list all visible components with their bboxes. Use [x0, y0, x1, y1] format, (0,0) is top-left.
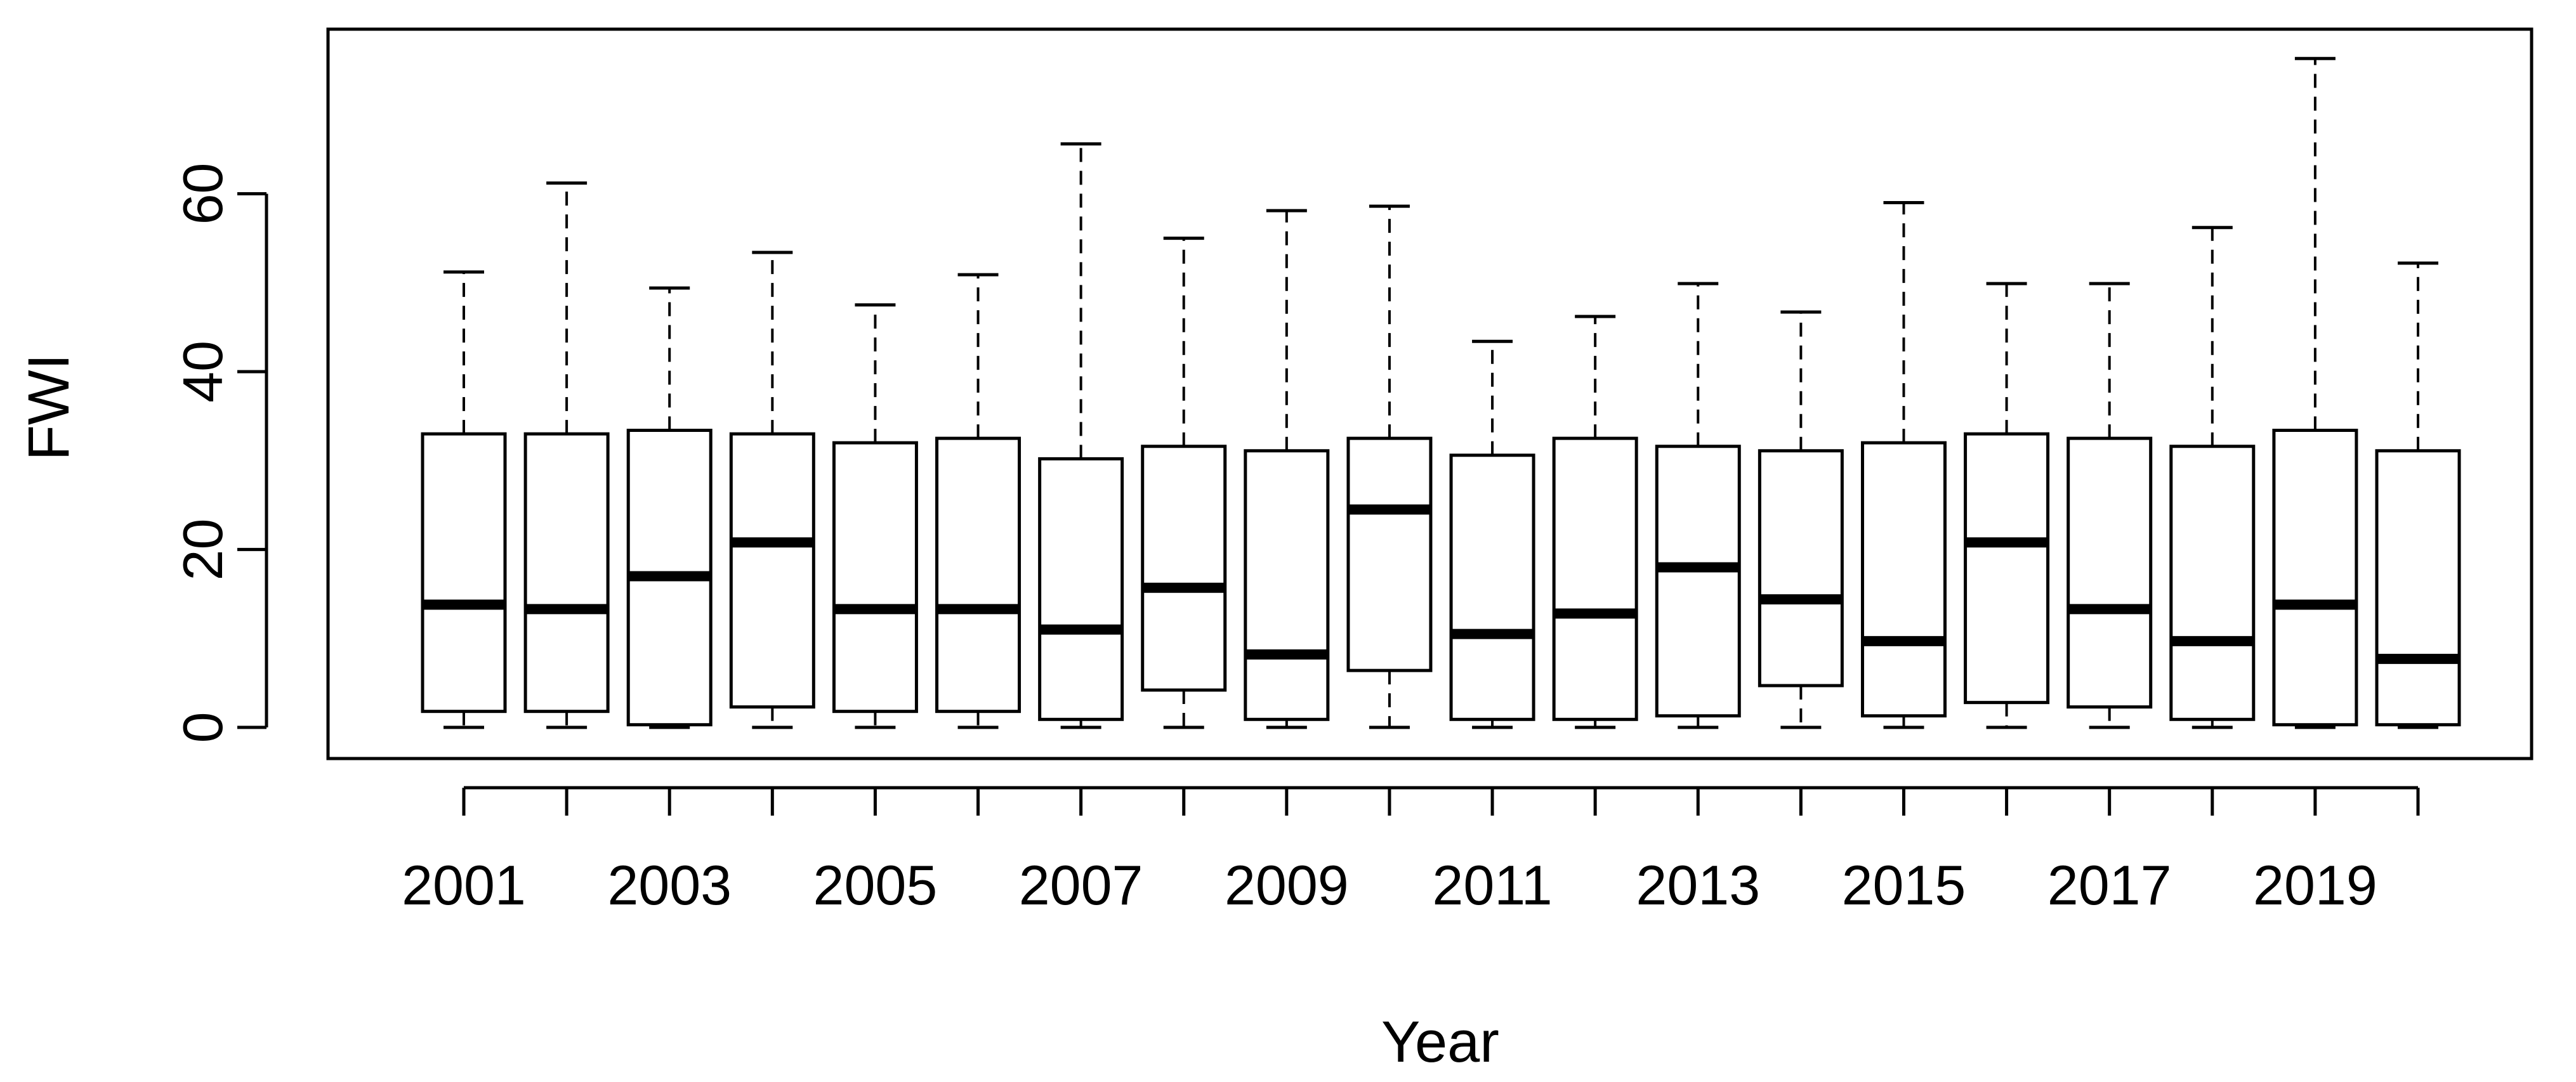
box-2003 [626, 286, 713, 729]
box-2007 [1038, 142, 1124, 729]
box-2019 [2272, 56, 2358, 729]
box-2009 [1244, 209, 1330, 729]
x-tick-label: 2001 [402, 854, 526, 916]
y-tick-label: 20 [171, 518, 234, 580]
iqr-box [729, 432, 815, 709]
plot-frame [326, 27, 2533, 760]
x-tick-label: 2011 [1432, 854, 1552, 916]
boxes [421, 56, 2461, 729]
y-axis: 0 20 40 60 [171, 163, 268, 743]
iqr-box [1758, 449, 1844, 688]
iqr-box [1038, 457, 1124, 721]
x-tick-label: 2005 [813, 854, 938, 916]
iqr-box [2067, 436, 2153, 709]
x-tick-label: 2003 [607, 854, 732, 916]
iqr-box [523, 432, 610, 714]
box-2001 [421, 270, 507, 729]
box-2005 [832, 303, 918, 729]
iqr-box [1346, 436, 1433, 672]
iqr-box [1860, 441, 1947, 718]
x-tick-label: 2009 [1225, 854, 1349, 916]
iqr-box [1244, 449, 1330, 721]
box-2002 [523, 181, 610, 729]
iqr-box [1552, 436, 1638, 721]
box-2010 [1346, 204, 1433, 729]
x-axis-label: Year [1381, 1010, 1499, 1074]
box-2008 [1141, 237, 1227, 729]
y-tick-label: 0 [171, 712, 234, 743]
x-tick-label: 2007 [1019, 854, 1143, 916]
iqr-box [1449, 453, 1535, 721]
iqr-box [832, 441, 918, 714]
box-2004 [729, 251, 815, 729]
x-tick-label: 2013 [1636, 854, 1760, 916]
box-2017 [2067, 282, 2153, 729]
iqr-box [2169, 445, 2256, 721]
iqr-box [421, 432, 507, 714]
iqr-box [1655, 445, 1741, 718]
y-axis-label: FWI [16, 354, 81, 461]
box-2014 [1758, 310, 1844, 729]
box-2016 [1964, 282, 2050, 729]
box-2020 [2375, 261, 2461, 729]
x-tick-label: 2015 [1842, 854, 1966, 916]
box-2012 [1552, 315, 1638, 729]
x-tick-label: 2017 [2047, 854, 2172, 916]
box-2015 [1860, 200, 1947, 729]
box-2011 [1449, 339, 1535, 729]
iqr-box [935, 436, 1022, 714]
box-2018 [2169, 226, 2256, 729]
y-tick-label: 60 [171, 163, 234, 225]
iqr-box [2272, 429, 2358, 727]
x-tick-label: 2019 [2253, 854, 2377, 916]
iqr-box [1964, 432, 2050, 705]
iqr-box [2375, 449, 2461, 727]
box-2006 [935, 273, 1022, 729]
box-2013 [1655, 282, 1741, 729]
iqr-box [1141, 445, 1227, 692]
x-axis: 2001 2003 2005 2007 2009 2011 2013 2015 2017 2019 [402, 786, 2420, 916]
y-tick-label: 40 [171, 341, 234, 403]
